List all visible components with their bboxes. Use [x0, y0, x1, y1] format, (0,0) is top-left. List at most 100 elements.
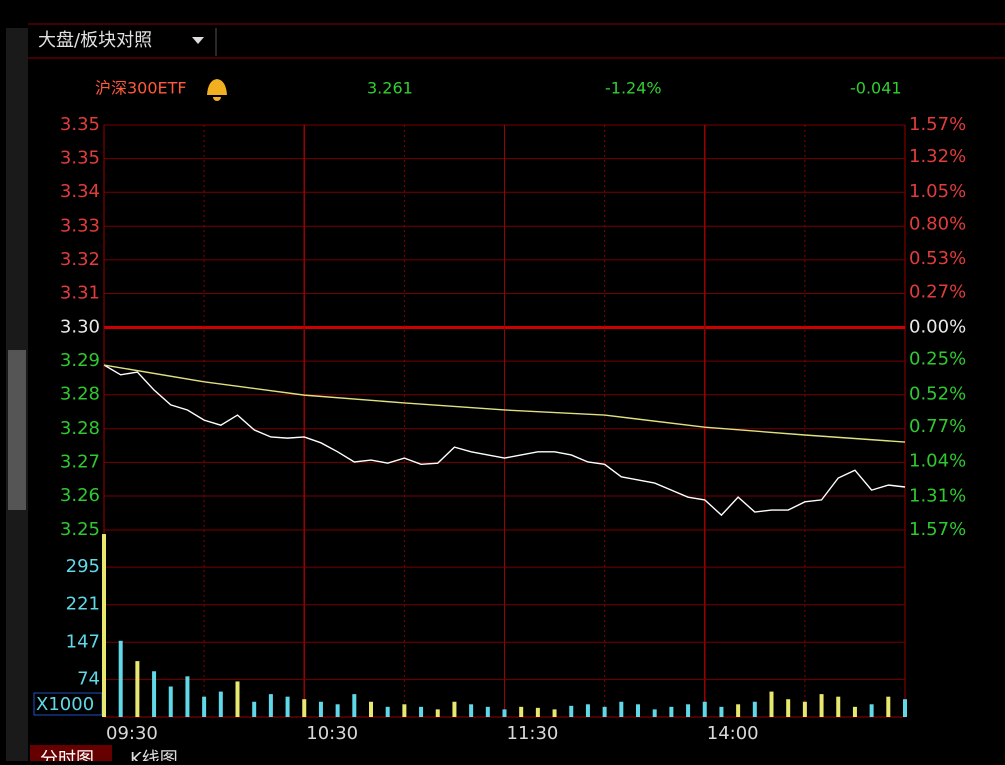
y-tick-label: 3.30 [60, 317, 100, 338]
quote-price: 3.261 [367, 79, 413, 98]
volume-unit: X1000 [36, 694, 94, 715]
volume-bar [636, 704, 640, 717]
volume-bar [669, 706, 674, 717]
volume-bar [819, 694, 824, 717]
volume-bar [702, 701, 707, 717]
volume-bar [235, 681, 240, 717]
volume-bar [302, 699, 307, 717]
volume-bar [419, 706, 424, 717]
volume-bar [836, 696, 841, 717]
volume-bar [736, 704, 741, 717]
volume-bar [369, 701, 373, 717]
y-tick-label: 3.28 [60, 384, 100, 405]
quote-change-pct: -1.24% [605, 79, 662, 98]
volume-bar [102, 534, 106, 717]
volume-bar [452, 701, 457, 717]
y2-tick-label: 0.27% [909, 282, 966, 303]
y-tick-label: 3.28 [60, 418, 100, 439]
volume-bar [335, 704, 340, 717]
volume-bar [619, 701, 624, 717]
volume-bar [535, 707, 540, 717]
footer-tab[interactable]: 分时图 [40, 749, 94, 765]
volume-bar [769, 691, 774, 717]
y2-tick-label: 1.04% [909, 451, 966, 472]
volume-bar [519, 706, 524, 717]
volume-bar [285, 696, 290, 717]
volume-bar [886, 696, 891, 717]
y-tick-label: 3.27 [60, 451, 100, 472]
scroll-thumb[interactable] [8, 350, 26, 510]
x-tick-label: 09:30 [106, 723, 158, 744]
y2-tick-label: 1.05% [909, 181, 966, 202]
y-tick-label: 3.25 [60, 519, 100, 540]
volume-bar [218, 691, 223, 717]
bell-icon[interactable] [207, 79, 227, 101]
volume-bar [652, 709, 657, 717]
y2-tick-label: 0.53% [909, 248, 966, 269]
volume-bar [502, 709, 507, 717]
volume-bar [485, 706, 490, 717]
y2-tick-label: 1.32% [909, 146, 966, 167]
volume-bar [786, 699, 791, 717]
volume-tick-label: 295 [66, 556, 100, 577]
volume-bar [268, 694, 273, 717]
volume-bar [686, 704, 691, 717]
x-tick-label: 11:30 [507, 723, 559, 744]
volume-bar [602, 706, 607, 717]
volume-tick-label: 221 [66, 594, 100, 615]
volume-bar [435, 709, 440, 717]
volume-bar [152, 671, 157, 717]
footer-tab-bg[interactable] [30, 745, 112, 761]
volume-bar [118, 640, 123, 717]
y2-tick-label: 1.31% [909, 485, 966, 506]
volume-bar [135, 661, 140, 717]
volume-bar [402, 704, 407, 717]
y2-tick-label: 0.80% [909, 213, 966, 234]
y-tick-label: 3.35 [60, 148, 100, 169]
volume-bar [752, 701, 757, 717]
volume-tick-label: 147 [66, 631, 100, 652]
y-tick-label: 3.32 [60, 249, 100, 270]
volume-bar [903, 699, 907, 717]
footer-tab[interactable]: K线图 [130, 749, 178, 765]
volume-bar [385, 706, 390, 717]
x-tick-label: 10:30 [306, 723, 358, 744]
volume-bar [852, 706, 857, 717]
price-line [103, 364, 906, 443]
volume-bar [185, 676, 190, 717]
volume-bar [168, 686, 173, 717]
y2-tick-label: 0.52% [909, 384, 966, 405]
y2-tick-label: 1.57% [909, 114, 966, 135]
volume-bar [719, 706, 724, 717]
volume-bar [252, 701, 257, 717]
y-tick-label: 3.26 [60, 485, 100, 506]
volume-bar [569, 705, 574, 717]
y2-tick-label: 0.77% [909, 416, 966, 437]
volume-bar [802, 701, 807, 717]
y-tick-label: 3.33 [60, 215, 100, 236]
volume-tick-label: 74 [77, 668, 100, 689]
y-tick-label: 3.35 [60, 114, 100, 135]
quote-change: -0.041 [850, 79, 902, 98]
x-tick-label: 14:00 [707, 723, 759, 744]
volume-bar [352, 694, 357, 717]
y2-tick-label: 0.00% [909, 317, 966, 338]
volume-bar [318, 701, 323, 717]
volume-bar [469, 704, 474, 717]
y-tick-label: 3.34 [60, 181, 100, 202]
price-line [103, 364, 906, 517]
quote-name: 沪深300ETF [95, 79, 187, 98]
volume-bar [552, 709, 557, 717]
y-tick-label: 3.29 [60, 350, 100, 371]
tab-title[interactable]: 大盘/板块对照 [38, 30, 152, 51]
y2-tick-label: 1.57% [909, 519, 966, 540]
volume-bar [869, 704, 874, 717]
y2-tick-label: 0.25% [909, 349, 966, 370]
y-tick-label: 3.31 [60, 282, 100, 303]
volume-bar [585, 704, 590, 717]
volume-bar [202, 696, 207, 717]
dropdown-arrow[interactable] [192, 37, 204, 44]
